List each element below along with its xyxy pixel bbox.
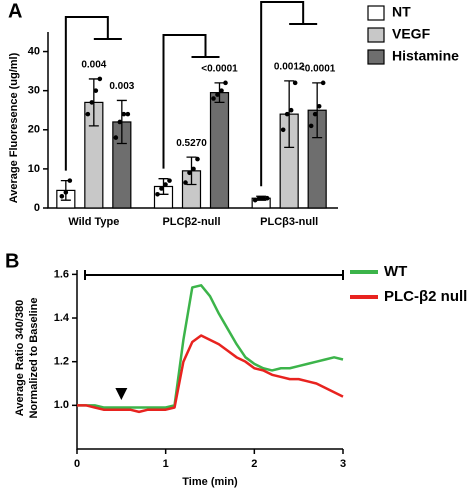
data-point <box>264 195 270 201</box>
data-point <box>195 156 200 162</box>
y-tick-label: 1.6 <box>54 268 69 280</box>
data-point <box>67 178 73 183</box>
x-tick-label: 0 <box>74 458 80 470</box>
legend-swatch <box>367 27 385 43</box>
x-axis-label: Time (min) <box>182 476 238 488</box>
data-point <box>187 170 192 176</box>
data-point <box>121 111 127 117</box>
significance-bracket <box>260 1 318 187</box>
p-value: 0.0012 <box>274 62 305 73</box>
time-bar <box>84 270 344 280</box>
data-point <box>284 111 290 117</box>
data-point <box>215 92 220 97</box>
data-point <box>159 186 164 191</box>
y-tick-label: 1.4 <box>54 312 70 324</box>
data-point <box>155 192 160 197</box>
significance-bracket <box>162 34 220 169</box>
data-point <box>191 166 196 172</box>
y-tick-label: 40 <box>28 45 40 57</box>
data-point <box>93 88 99 93</box>
data-point <box>260 195 266 201</box>
data-point <box>312 111 318 117</box>
legend-label: NT <box>392 4 411 20</box>
data-point <box>89 100 95 105</box>
data-line <box>77 334 344 414</box>
y-tick-label: 1.0 <box>54 399 69 411</box>
x-tick-label: PLCβ2-null <box>162 216 220 228</box>
data-point <box>211 96 216 101</box>
data-point <box>316 104 322 109</box>
data-point <box>288 107 294 113</box>
error-bar <box>214 82 225 104</box>
bar <box>209 92 230 209</box>
data-point <box>85 111 91 117</box>
data-point <box>117 119 123 125</box>
data-point <box>163 182 168 187</box>
data-point <box>125 111 131 117</box>
y-tick-label: 30 <box>28 85 40 97</box>
y-tick-label: 10 <box>28 163 40 175</box>
error-bar <box>312 82 323 139</box>
error-bar <box>186 156 197 186</box>
legend-swatch <box>367 5 385 21</box>
y-tick-label: 20 <box>28 124 40 136</box>
data-point <box>59 193 65 199</box>
y-tick-label: 0 <box>34 202 40 214</box>
data-point <box>256 195 262 201</box>
x-tick-label: 1 <box>163 458 169 470</box>
data-point <box>292 80 298 86</box>
p-value: 0.5270 <box>176 138 207 149</box>
legend-label: WT <box>384 263 407 280</box>
p-value: 0.003 <box>109 81 134 92</box>
data-point <box>63 190 69 195</box>
p-value: 0.004 <box>81 60 106 71</box>
data-point <box>97 76 103 82</box>
data-point <box>113 135 119 140</box>
significance-bracket <box>64 16 122 171</box>
data-point <box>219 88 224 93</box>
data-point <box>223 80 228 86</box>
legend-swatch <box>367 49 385 65</box>
y-axis-label: Average Fluoresence (ug/ml) <box>8 52 20 203</box>
stimulus-arrow <box>115 388 128 400</box>
data-point <box>280 127 286 133</box>
x-tick-label: Wild Type <box>68 216 119 228</box>
legend-label: VEGF <box>392 26 431 42</box>
x-tick-label: PLCβ3-null <box>260 216 318 228</box>
data-point <box>183 180 188 185</box>
y-axis-label: Normalized to Baseline <box>28 297 40 418</box>
error-bar <box>158 178 169 195</box>
data-point <box>252 197 258 203</box>
x-tick-label: 2 <box>251 458 257 470</box>
x-tick-label: 3 <box>340 458 346 470</box>
data-line <box>77 284 344 409</box>
data-point <box>167 178 172 183</box>
legend-label: PLC-β2 null <box>384 288 467 305</box>
p-value: <0.0001 <box>201 63 238 74</box>
panel-label: A <box>8 0 22 22</box>
data-point <box>308 123 314 129</box>
legend-label: Histamine <box>392 48 459 64</box>
data-point <box>320 80 326 86</box>
y-axis-label: Average Ratio 340/380 <box>14 300 26 416</box>
p-value: <0.0001 <box>299 63 336 74</box>
y-tick-label: 1.2 <box>54 356 69 368</box>
panel-label: B <box>5 250 19 272</box>
